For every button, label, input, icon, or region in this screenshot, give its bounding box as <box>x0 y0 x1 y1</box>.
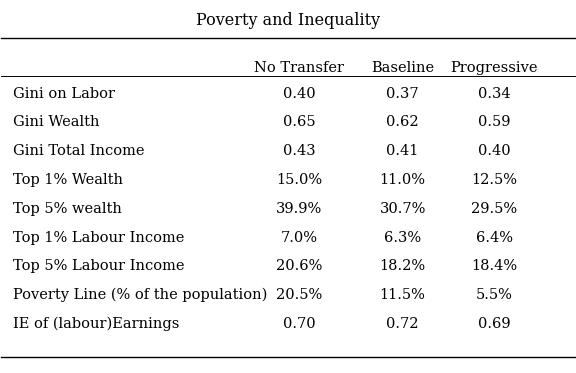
Text: 18.4%: 18.4% <box>471 259 517 273</box>
Text: 0.59: 0.59 <box>478 115 510 129</box>
Text: 20.5%: 20.5% <box>276 288 323 302</box>
Text: 20.6%: 20.6% <box>276 259 323 273</box>
Text: 0.40: 0.40 <box>283 87 316 101</box>
Text: 0.70: 0.70 <box>283 317 316 331</box>
Text: Baseline: Baseline <box>371 61 434 75</box>
Text: 29.5%: 29.5% <box>471 202 517 216</box>
Text: 0.40: 0.40 <box>478 144 511 158</box>
Text: 6.4%: 6.4% <box>476 231 513 245</box>
Text: 30.7%: 30.7% <box>380 202 426 216</box>
Text: 0.37: 0.37 <box>386 87 419 101</box>
Text: 0.43: 0.43 <box>283 144 316 158</box>
Text: 0.62: 0.62 <box>386 115 419 129</box>
Text: 7.0%: 7.0% <box>281 231 318 245</box>
Text: 11.0%: 11.0% <box>380 173 426 187</box>
Text: Top 5% wealth: Top 5% wealth <box>13 202 122 216</box>
Text: Progressive: Progressive <box>450 61 538 75</box>
Text: 6.3%: 6.3% <box>384 231 421 245</box>
Text: 0.34: 0.34 <box>478 87 511 101</box>
Text: 5.5%: 5.5% <box>476 288 513 302</box>
Text: Top 5% Labour Income: Top 5% Labour Income <box>13 259 184 273</box>
Text: Gini on Labor: Gini on Labor <box>13 87 115 101</box>
Text: 0.69: 0.69 <box>478 317 511 331</box>
Text: 11.5%: 11.5% <box>380 288 426 302</box>
Text: 0.41: 0.41 <box>386 144 419 158</box>
Text: 12.5%: 12.5% <box>471 173 517 187</box>
Text: Gini Total Income: Gini Total Income <box>13 144 145 158</box>
Text: Gini Wealth: Gini Wealth <box>13 115 99 129</box>
Text: Poverty Line (% of the population): Poverty Line (% of the population) <box>13 288 267 303</box>
Text: Poverty and Inequality: Poverty and Inequality <box>196 13 380 29</box>
Text: No Transfer: No Transfer <box>255 61 344 75</box>
Text: 15.0%: 15.0% <box>276 173 323 187</box>
Text: 0.65: 0.65 <box>283 115 316 129</box>
Text: Top 1% Labour Income: Top 1% Labour Income <box>13 231 184 245</box>
Text: Top 1% Wealth: Top 1% Wealth <box>13 173 123 187</box>
Text: 18.2%: 18.2% <box>380 259 426 273</box>
Text: IE of (labour)Earnings: IE of (labour)Earnings <box>13 317 179 331</box>
Text: 39.9%: 39.9% <box>276 202 323 216</box>
Text: 0.72: 0.72 <box>386 317 419 331</box>
